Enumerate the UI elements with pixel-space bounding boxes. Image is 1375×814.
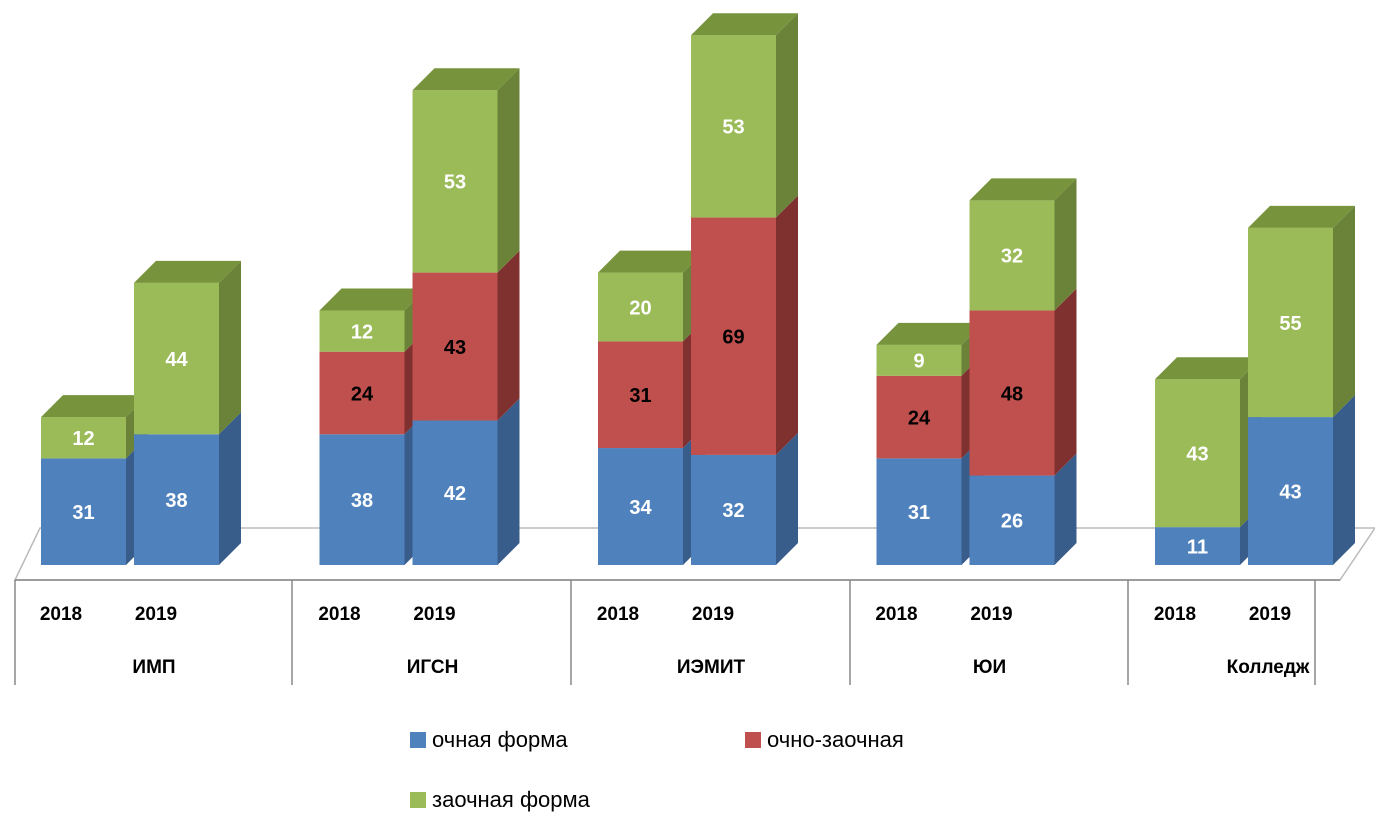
data-label: 44 [165,349,188,371]
x-tick-label: 2019 [1249,604,1291,625]
bar-top [969,178,1077,201]
data-label: 43 [444,337,466,359]
x-tick-label: 2018 [40,604,82,625]
bar [134,434,219,565]
data-label: 38 [351,490,373,512]
bar [412,90,498,273]
group-label: Колледж [1227,657,1310,678]
bar [319,434,405,565]
data-label: 43 [1279,481,1301,503]
x-tick-label: 2018 [318,604,360,625]
data-label: 42 [444,483,466,505]
data-label: 31 [629,385,651,407]
bar [319,310,405,352]
bar [41,417,126,459]
bar-side [219,412,241,565]
bar [134,282,219,435]
bar [598,448,683,565]
data-label: 48 [1001,383,1023,405]
data-label: 11 [1187,536,1208,558]
data-label: 55 [1279,313,1301,335]
data-label: 26 [1001,511,1023,533]
bar [319,351,405,435]
bar [691,35,776,218]
legend-swatch [410,732,426,748]
bar [1155,379,1240,528]
bar [876,458,962,565]
data-label: 53 [444,172,466,194]
bar [969,475,1055,565]
legend-label: очно-заочная [767,727,904,752]
data-label: 12 [72,428,94,450]
bar-top [319,288,427,311]
bar-side [776,13,798,218]
data-label: 31 [72,502,94,524]
bar-side [497,398,520,565]
data-label: 20 [629,297,651,319]
x-tick-label: 2019 [692,604,734,625]
x-tick-label: 2018 [875,604,917,625]
data-label: 38 [165,490,187,512]
bar-side [1054,288,1077,476]
bar [1248,227,1333,418]
legend-swatch [745,732,761,748]
bar-top [691,13,798,36]
bar [969,310,1055,476]
data-label: 31 [908,502,930,524]
data-label: 12 [351,321,373,343]
bar-top [134,260,241,283]
bar-top [41,395,148,418]
bar [876,344,962,376]
x-tick-label: 2019 [413,604,455,625]
bar-top [1248,205,1355,228]
data-label: 24 [351,383,374,405]
data-label: 32 [1001,246,1023,268]
bar [876,375,962,459]
bar [41,458,126,565]
data-label: 32 [722,500,744,522]
bar [412,272,498,421]
bar [1248,417,1333,565]
bar-top [412,68,520,91]
bar-top [876,322,984,345]
data-label: 9 [913,351,924,373]
bar-side [1333,395,1355,565]
legend-swatch [410,792,426,808]
bar [598,341,683,449]
group-label: ИЭМИТ [677,657,746,678]
bar-side [776,195,798,455]
legend-label: заочная форма [432,787,591,812]
bar-side [497,250,520,421]
data-label: 69 [722,327,744,349]
bar [412,420,498,565]
group-label: ЮИ [973,657,1006,678]
bar-side [1054,453,1077,565]
bar [691,454,776,565]
bar-side [776,432,798,565]
bar-side [1054,178,1077,311]
bar-side [219,260,241,435]
group-label: ИМП [132,657,175,678]
bar [969,200,1055,311]
bar [598,272,683,342]
data-label: 24 [908,407,931,429]
data-label: 43 [1186,443,1208,465]
bar-side [1333,205,1355,418]
x-tick-label: 2018 [1154,604,1196,625]
bar-top [598,250,705,273]
x-tick-label: 2019 [970,604,1012,625]
x-tick-label: 2019 [135,604,177,625]
group-label: ИГСН [407,657,459,678]
bar-top [1155,357,1262,380]
x-tick-label: 2018 [597,604,639,625]
category-table [14,579,1340,685]
legend-label: очная форма [432,727,568,752]
bar-side [497,68,520,273]
bar [691,217,776,455]
data-label: 34 [629,497,652,519]
data-label: 53 [722,117,744,139]
bar [1155,527,1240,565]
